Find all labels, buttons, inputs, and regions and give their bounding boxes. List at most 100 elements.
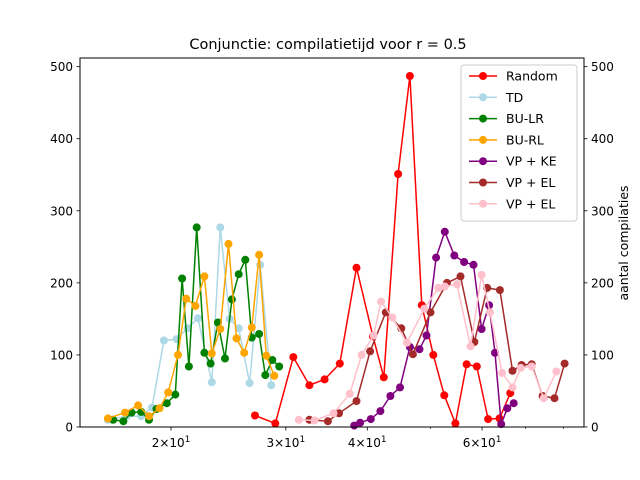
data-point (420, 304, 429, 313)
data-point (503, 404, 512, 413)
legend-item: BU-LR (469, 111, 544, 126)
data-point (405, 72, 414, 80)
data-point (516, 363, 525, 372)
legend-label: TD (505, 90, 523, 105)
data-point (294, 415, 303, 424)
legend-label: BU-LR (506, 111, 544, 126)
data-point (352, 397, 361, 406)
data-point (171, 390, 180, 399)
data-point (408, 350, 417, 359)
data-point (539, 394, 548, 403)
data-point (192, 223, 201, 232)
data-point (216, 223, 225, 232)
y-right-tick-label: 500 (591, 60, 614, 74)
data-point (440, 282, 449, 291)
data-point (477, 325, 486, 333)
data-point (289, 353, 298, 362)
data-point (429, 350, 438, 359)
data-point (255, 330, 264, 338)
data-point (472, 362, 481, 371)
legend-label: VP + KE (506, 154, 557, 169)
data-point (415, 345, 424, 354)
data-point (213, 318, 222, 327)
legend-marker (479, 72, 487, 80)
data-point (145, 412, 153, 421)
legend-label: VP + EL (506, 196, 555, 211)
legend-item: BU-RL (469, 132, 544, 147)
data-point (452, 280, 461, 289)
data-point (255, 250, 264, 259)
data-point (508, 366, 517, 375)
y-axis-left: 0 100 200 300 400 500 (50, 60, 80, 435)
data-point (270, 371, 279, 380)
data-point (422, 331, 431, 340)
data-point (356, 418, 365, 427)
data-point (386, 392, 395, 400)
series-lines (103, 72, 569, 430)
data-point (357, 350, 366, 359)
data-point (477, 270, 486, 279)
y-axis-right: 0 100 200 300 400 500 (584, 60, 614, 435)
legend-marker (479, 114, 487, 123)
y-tick-label: 400 (50, 132, 73, 146)
data-point (495, 286, 504, 295)
data-point (240, 348, 249, 357)
data-point (245, 379, 254, 387)
data-point (388, 313, 397, 322)
data-point (379, 373, 388, 382)
data-point (241, 255, 250, 264)
data-point (119, 417, 128, 426)
data-point (498, 368, 507, 377)
data-point (497, 420, 506, 429)
legend-label: BU-RL (506, 132, 544, 147)
y-right-tick-label: 200 (591, 276, 614, 290)
data-point (305, 381, 314, 390)
y-tick-label: 0 (65, 421, 73, 435)
data-point (335, 359, 344, 368)
data-point (366, 415, 375, 424)
data-point (560, 359, 569, 368)
data-point (369, 331, 378, 340)
data-point (121, 408, 129, 417)
series-3 (103, 239, 279, 423)
data-point (159, 336, 168, 345)
data-point (206, 359, 215, 368)
legend-item: TD (469, 90, 523, 105)
data-point (234, 270, 243, 279)
x-tick-label: 3×101 (266, 435, 305, 450)
y-tick-label: 200 (50, 276, 73, 290)
data-point (394, 170, 403, 178)
data-point (174, 350, 182, 359)
data-point (402, 338, 411, 347)
data-point (227, 295, 236, 304)
legend-marker (479, 135, 487, 144)
data-point (484, 415, 493, 424)
data-point (162, 399, 171, 408)
data-point (550, 394, 559, 403)
chart-title: Conjunctie: compilatietijd voor r = 0.5 (189, 37, 466, 53)
data-point (178, 274, 187, 283)
data-point (275, 362, 284, 371)
data-point (350, 421, 359, 430)
data-point (234, 324, 243, 333)
data-point (434, 283, 443, 292)
data-point (155, 404, 164, 413)
data-point (200, 272, 209, 281)
legend-label: VP + EL (506, 175, 555, 190)
data-point (261, 371, 270, 380)
data-point (462, 360, 471, 369)
data-point (376, 407, 385, 416)
data-point (262, 351, 271, 360)
data-point (432, 253, 441, 262)
data-point (320, 375, 329, 384)
data-point (224, 239, 233, 248)
y-axis-right-label: aantal compilaties (616, 185, 631, 300)
data-point (251, 411, 259, 420)
data-point (329, 409, 338, 418)
legend-marker (479, 157, 487, 166)
data-point (184, 362, 193, 371)
data-point (323, 417, 332, 426)
data-point (486, 308, 494, 317)
data-point (352, 263, 361, 272)
